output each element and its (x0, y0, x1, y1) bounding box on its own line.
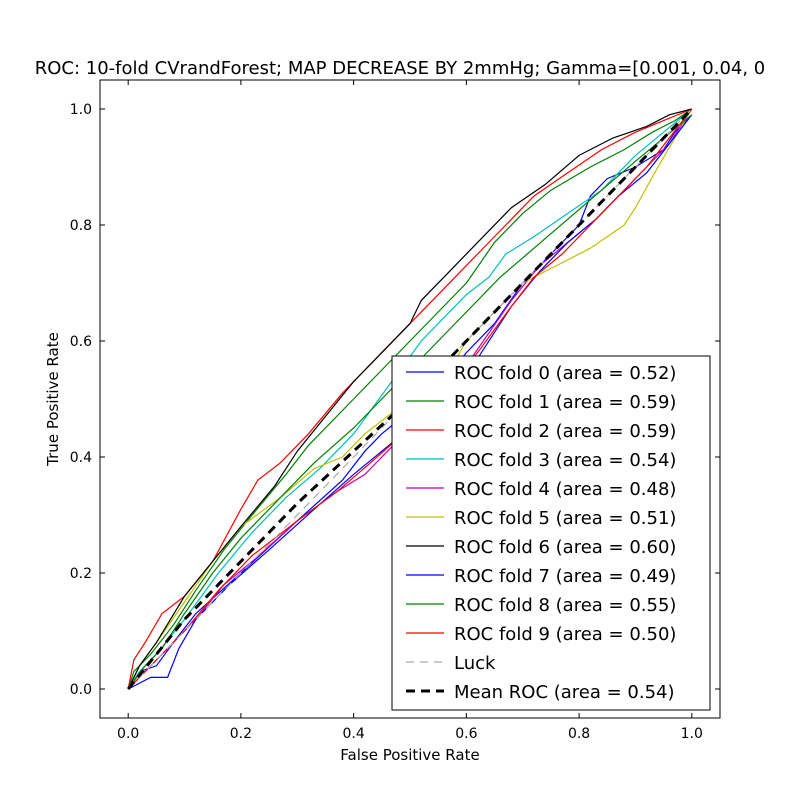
legend-label-7: ROC fold 7 (area = 0.49) (454, 566, 676, 587)
axis-ticks: 0.0 0.2 0.4 0.6 0.8 1.0 0.0 0.2 0.4 0.6 0.8 1.0 (70, 80, 720, 742)
legend-label-3: ROC fold 3 (area = 0.54) (454, 450, 676, 471)
y-tick-label: 0.0 (70, 682, 92, 698)
y-tick-label: 1.0 (70, 102, 92, 118)
legend-label-2: ROC fold 2 (area = 0.59) (454, 421, 676, 442)
x-tick-label: 0.4 (343, 726, 365, 742)
y-tick-label: 0.2 (70, 566, 92, 582)
legend-label-4: ROC fold 4 (area = 0.48) (454, 479, 676, 500)
series-line-10 (127, 108, 693, 690)
x-tick-label: 0.8 (568, 726, 590, 742)
legend: ROC fold 0 (area = 0.52) ROC fold 1 (area… (391, 355, 711, 711)
legend-label-0: ROC fold 0 (area = 0.52) (454, 363, 676, 384)
y-axis-label: True Positive Rate (44, 332, 62, 467)
legend-box (391, 355, 711, 711)
y-tick-label: 0.6 (70, 334, 92, 350)
series-line-3 (127, 108, 693, 690)
legend-label-10: Luck (454, 653, 496, 674)
series-line-6 (127, 108, 692, 690)
legend-label-9: ROC fold 9 (area = 0.50) (454, 624, 676, 645)
x-tick-label: 1.0 (681, 726, 703, 742)
y-tick-label: 0.4 (70, 450, 92, 466)
x-tick-label: 0.0 (117, 726, 139, 742)
legend-label-6: ROC fold 6 (area = 0.60) (454, 537, 676, 558)
legend-label-11: Mean ROC (area = 0.54) (454, 682, 675, 703)
legend-label-5: ROC fold 5 (area = 0.51) (454, 508, 676, 529)
x-tick-label: 0.6 (455, 726, 477, 742)
plot-frame (99, 79, 721, 719)
series-line-11 (127, 107, 693, 690)
chart-title: ROC: 10-fold CVrandForest; MAP DECREASE … (35, 58, 766, 79)
legend-label-8: ROC fold 8 (area = 0.55) (454, 595, 676, 616)
x-tick-label: 0.2 (230, 726, 252, 742)
y-tick-label: 0.8 (70, 218, 92, 234)
x-axis-label: False Positive Rate (340, 746, 479, 764)
legend-label-1: ROC fold 1 (area = 0.59) (454, 392, 676, 413)
